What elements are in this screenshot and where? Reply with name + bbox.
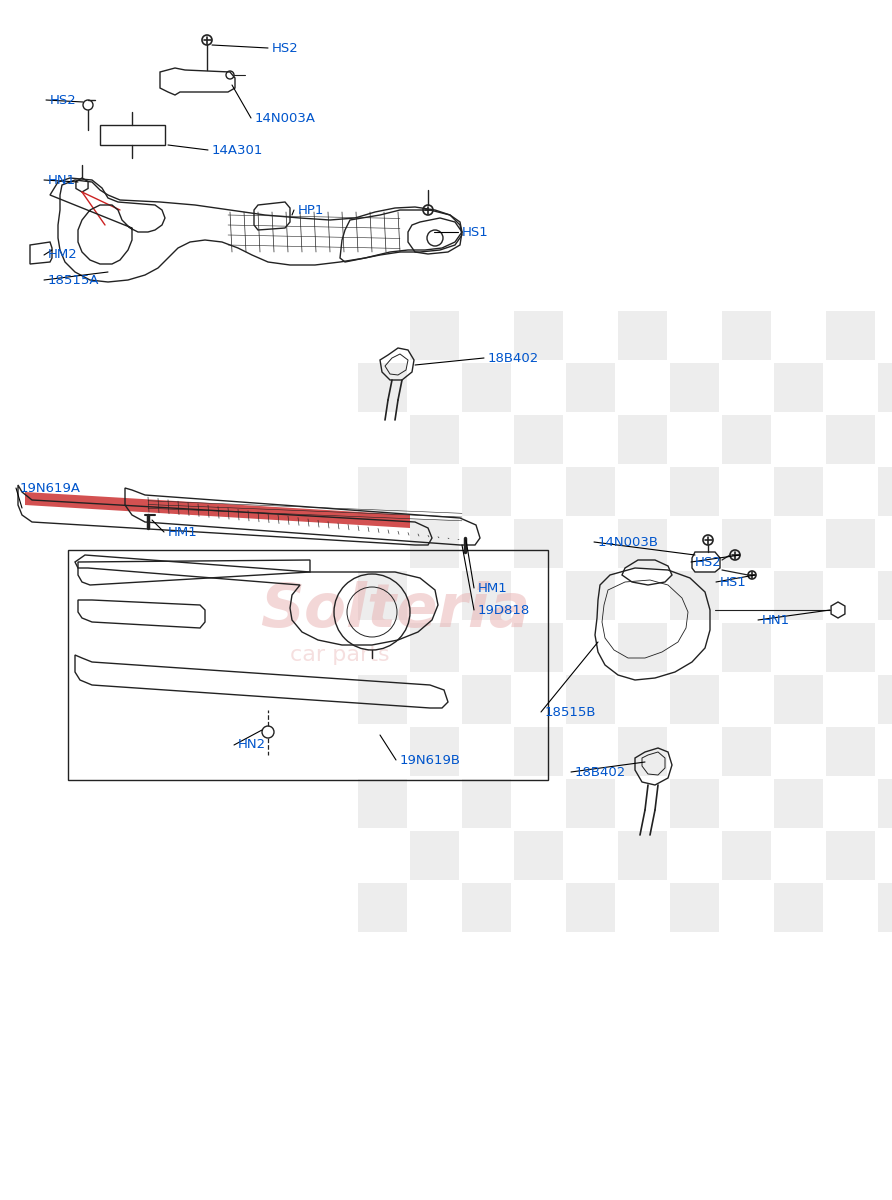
Bar — [462, 883, 511, 932]
Bar — [514, 830, 564, 880]
Bar — [774, 571, 823, 620]
Bar — [358, 674, 408, 724]
Text: HM1: HM1 — [478, 582, 508, 594]
Bar — [566, 467, 615, 516]
Bar — [670, 779, 720, 828]
Bar — [774, 779, 823, 828]
Text: 18B402: 18B402 — [575, 766, 626, 779]
Text: HN1: HN1 — [48, 174, 76, 186]
Text: HP1: HP1 — [298, 204, 325, 216]
Bar — [514, 726, 564, 776]
Text: Solteria: Solteria — [260, 581, 530, 640]
Bar — [462, 779, 511, 828]
Bar — [878, 467, 892, 516]
Text: HS1: HS1 — [462, 226, 489, 239]
Bar — [722, 726, 772, 776]
Text: HM2: HM2 — [48, 248, 78, 262]
Bar — [826, 311, 875, 360]
Text: 18515B: 18515B — [545, 706, 597, 719]
Bar — [514, 415, 564, 464]
Bar — [566, 779, 615, 828]
Bar — [878, 779, 892, 828]
Text: HM1: HM1 — [168, 526, 198, 539]
Bar — [878, 571, 892, 620]
Bar — [826, 518, 875, 568]
Bar — [410, 830, 459, 880]
Bar — [410, 623, 459, 672]
Text: HS2: HS2 — [50, 94, 77, 107]
Bar — [618, 830, 667, 880]
Bar — [774, 467, 823, 516]
Bar — [566, 883, 615, 932]
Polygon shape — [25, 492, 410, 528]
Bar — [670, 571, 720, 620]
Bar — [722, 518, 772, 568]
Text: 19N619B: 19N619B — [400, 754, 461, 767]
Bar — [774, 674, 823, 724]
Text: HN2: HN2 — [238, 738, 266, 751]
Text: HS1: HS1 — [720, 576, 747, 588]
Bar — [670, 362, 720, 412]
Bar — [514, 311, 564, 360]
Bar — [514, 518, 564, 568]
Bar — [410, 726, 459, 776]
Bar — [410, 311, 459, 360]
Bar — [462, 362, 511, 412]
Bar — [618, 726, 667, 776]
Bar — [878, 362, 892, 412]
Bar — [462, 467, 511, 516]
Bar — [462, 674, 511, 724]
Text: HN1: HN1 — [762, 613, 790, 626]
Bar — [358, 883, 408, 932]
Bar — [826, 415, 875, 464]
Bar — [514, 623, 564, 672]
Text: HS2: HS2 — [695, 556, 722, 569]
Bar — [358, 779, 408, 828]
Bar — [722, 311, 772, 360]
Bar — [618, 623, 667, 672]
Bar — [878, 883, 892, 932]
Bar — [878, 674, 892, 724]
Bar — [618, 518, 667, 568]
Bar — [670, 883, 720, 932]
Bar — [670, 467, 720, 516]
Bar — [722, 830, 772, 880]
Bar — [618, 415, 667, 464]
Text: 14N003A: 14N003A — [255, 112, 316, 125]
Bar — [566, 674, 615, 724]
Bar — [462, 571, 511, 620]
Text: 14A301: 14A301 — [212, 144, 263, 156]
Text: car parts: car parts — [290, 646, 390, 665]
Bar — [358, 362, 408, 412]
Bar — [566, 571, 615, 620]
Bar — [358, 467, 408, 516]
Bar — [566, 362, 615, 412]
Text: HS2: HS2 — [272, 42, 299, 54]
Text: 14N003B: 14N003B — [598, 535, 659, 548]
Bar — [722, 623, 772, 672]
Bar — [826, 830, 875, 880]
Bar — [826, 623, 875, 672]
Bar — [774, 883, 823, 932]
Bar — [670, 674, 720, 724]
Text: 19D818: 19D818 — [478, 604, 530, 617]
Text: 18B402: 18B402 — [488, 352, 540, 365]
Bar — [618, 311, 667, 360]
Text: 18515A: 18515A — [48, 274, 100, 287]
Bar — [722, 415, 772, 464]
Bar — [358, 571, 408, 620]
Bar — [826, 726, 875, 776]
Bar — [410, 518, 459, 568]
Bar — [410, 415, 459, 464]
Bar — [774, 362, 823, 412]
Text: 19N619A: 19N619A — [20, 481, 81, 494]
